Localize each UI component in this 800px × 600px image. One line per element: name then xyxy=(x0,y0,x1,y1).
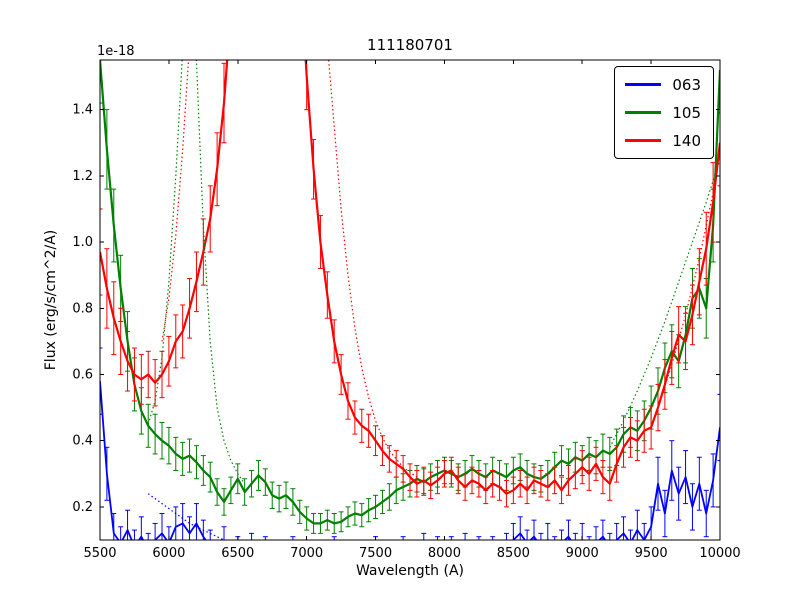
line-105-unsmoothed-left xyxy=(147,60,246,485)
y-axis-ticks: 0.2 0.4 0.6 0.8 1.0 1.2 1.4 xyxy=(72,103,720,515)
series-140 xyxy=(100,60,720,508)
legend-line-063 xyxy=(625,83,662,86)
y-tick-label: 1.4 xyxy=(72,103,93,118)
legend-item-105: 105 xyxy=(625,102,701,123)
y-axis-label: Flux (erg/s/cm^2/A) xyxy=(43,229,59,371)
x-tick-label: 6500 xyxy=(221,546,254,561)
x-tick-label: 6000 xyxy=(152,546,185,561)
axes-frame xyxy=(99,59,721,541)
x-tick-label: 9000 xyxy=(566,546,599,561)
y-tick-label: 1.2 xyxy=(72,169,93,184)
line-140-unsmoothed-left xyxy=(161,60,418,478)
line-140-unsmoothed-right xyxy=(657,149,720,408)
series-140-unsmoothed-left xyxy=(161,60,418,478)
legend-line-105 xyxy=(625,111,662,114)
x-tick-label: 8000 xyxy=(428,546,461,561)
line-063-unsmoothed xyxy=(147,493,226,540)
x-tick-label: 7000 xyxy=(290,546,323,561)
x-axis-ticks: 5500 6000 6500 7000 7500 8000 8500 9000 9500 1000… xyxy=(83,60,741,561)
line-063 xyxy=(100,381,720,540)
series-063 xyxy=(100,347,720,540)
y-axis-offset-label: 1e-18 xyxy=(97,44,135,59)
y-tick-label: 0.4 xyxy=(72,434,93,449)
series-105-unsmoothed-left xyxy=(147,60,246,485)
legend-label-140: 140 xyxy=(672,131,701,150)
line-140 xyxy=(100,60,720,495)
legend: 063 105 140 xyxy=(614,66,714,159)
y-tick-label: 0.8 xyxy=(72,301,93,316)
y-tick-label: 0.2 xyxy=(72,500,93,515)
legend-label-105: 105 xyxy=(672,103,701,122)
x-tick-label: 5500 xyxy=(83,546,116,561)
x-tick-label: 9500 xyxy=(635,546,668,561)
chart-title: 111180701 xyxy=(367,36,453,54)
legend-label-063: 063 xyxy=(672,75,701,94)
legend-item-140: 140 xyxy=(625,130,701,151)
x-tick-label: 10000 xyxy=(699,546,740,561)
x-tick-label: 8500 xyxy=(497,546,530,561)
series-140-unsmoothed-right xyxy=(657,149,720,408)
x-tick-label: 7500 xyxy=(359,546,392,561)
series-063-unsmoothed xyxy=(147,493,226,540)
x-axis-label: Wavelength (A) xyxy=(355,563,464,579)
y-tick-label: 0.6 xyxy=(72,367,93,382)
y-tick-label: 1.0 xyxy=(72,235,93,250)
legend-line-140 xyxy=(625,139,662,142)
legend-item-063: 063 xyxy=(625,74,701,95)
